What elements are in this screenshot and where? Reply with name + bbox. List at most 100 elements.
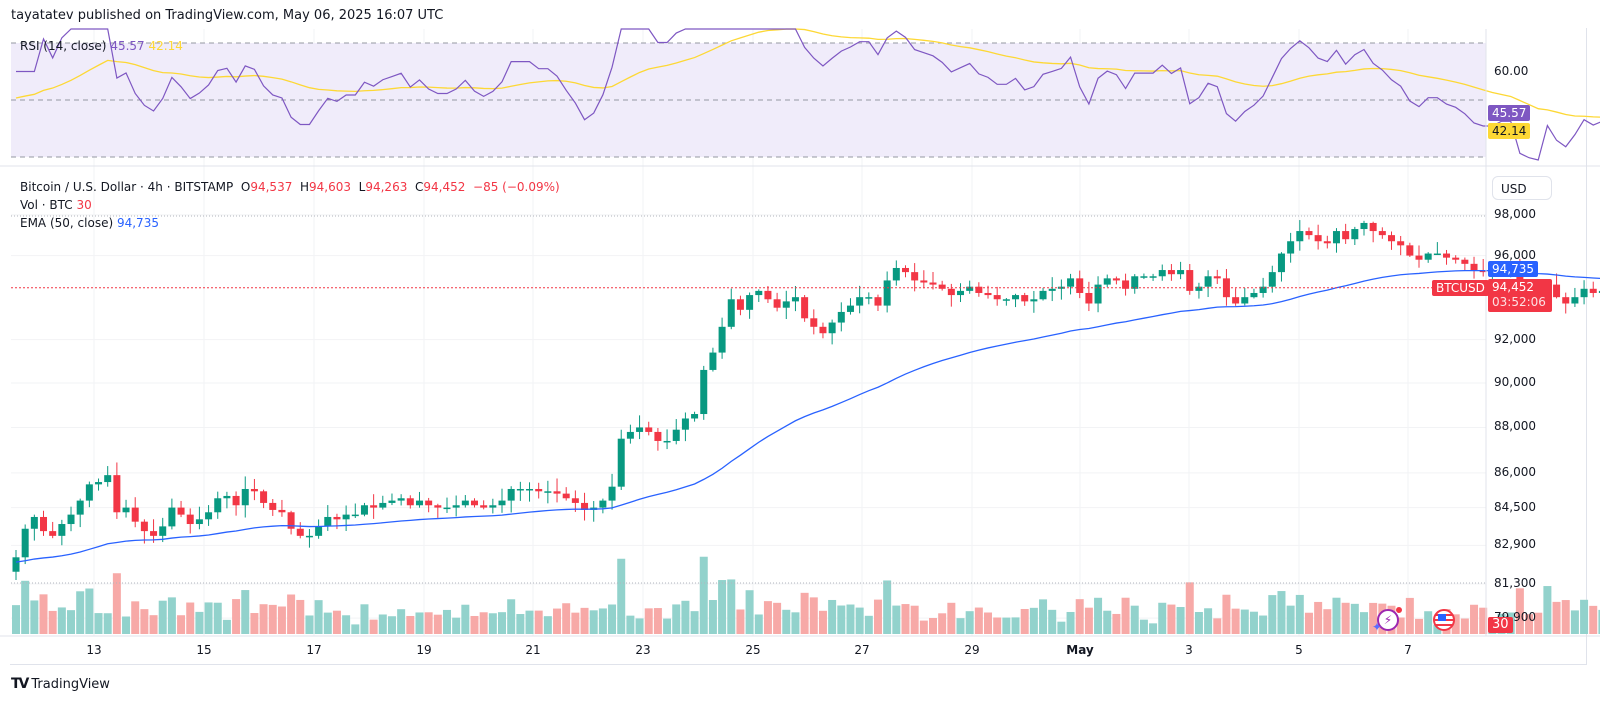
volume-bar bbox=[736, 609, 745, 634]
volume-bar bbox=[424, 612, 433, 634]
high-label: H bbox=[299, 180, 310, 194]
price-axis-label: 90,000 bbox=[1494, 375, 1536, 390]
currency-button[interactable]: USD bbox=[1492, 176, 1552, 200]
volume-bar bbox=[103, 613, 112, 634]
volume-bar bbox=[1066, 611, 1075, 634]
candle-body bbox=[993, 295, 1001, 300]
time-axis-label: 17 bbox=[306, 643, 322, 657]
candle-body bbox=[471, 500, 478, 506]
volume-bar bbox=[1249, 611, 1258, 634]
rsi-ma-line bbox=[15, 28, 1600, 118]
ohlc-row: Bitcoin / U.S. Dollar · 4h · BITSTAMP O 9… bbox=[20, 178, 560, 196]
candle-body bbox=[1580, 288, 1588, 298]
time-axis-label: 19 bbox=[416, 643, 432, 657]
price-axis-label: 81,300 bbox=[1494, 575, 1536, 590]
volume-bar bbox=[965, 611, 974, 634]
volume-bar bbox=[571, 612, 580, 634]
candle-body bbox=[1470, 263, 1478, 271]
candle-body bbox=[892, 267, 900, 281]
volume-bar bbox=[635, 618, 644, 634]
volume-bar bbox=[1167, 604, 1176, 634]
candle-body bbox=[21, 528, 29, 558]
candle-body bbox=[1057, 286, 1065, 289]
candle-body bbox=[379, 502, 387, 508]
candle-body bbox=[947, 288, 955, 296]
price-axis-label: 96,000 bbox=[1494, 247, 1536, 262]
price-axis-label: 84,500 bbox=[1494, 499, 1536, 514]
price-axis-label: 86,000 bbox=[1494, 464, 1536, 479]
volume-bar bbox=[1598, 609, 1600, 634]
candle-body bbox=[489, 505, 497, 508]
volume-bar bbox=[195, 611, 204, 634]
candle-body bbox=[351, 514, 359, 517]
candle-body bbox=[1030, 299, 1038, 302]
candle-body bbox=[1562, 297, 1570, 304]
volume-bar bbox=[479, 612, 488, 634]
bar-countdown: 03:52:06 bbox=[1492, 295, 1546, 309]
candle-body bbox=[1122, 280, 1130, 289]
candle-body bbox=[1222, 278, 1230, 298]
high-value: 94,603 bbox=[309, 180, 352, 194]
volume-bar bbox=[21, 580, 30, 634]
candle-body bbox=[1589, 288, 1597, 293]
volume-bar bbox=[617, 558, 626, 634]
price-axis-label: 82,900 bbox=[1494, 537, 1536, 552]
volume-bar bbox=[791, 612, 800, 634]
candle-body bbox=[700, 369, 708, 415]
open-label: O bbox=[240, 180, 251, 194]
volume-bar bbox=[910, 605, 919, 634]
volume-row: Vol · BTC 30 bbox=[20, 196, 560, 214]
candle-body bbox=[480, 505, 488, 508]
us-flag-event-icon[interactable] bbox=[1433, 609, 1455, 631]
candle-body bbox=[186, 514, 194, 525]
volume-bar bbox=[745, 590, 754, 634]
volume-bar bbox=[929, 617, 937, 634]
candle-body bbox=[159, 526, 167, 536]
volume-bar bbox=[1094, 597, 1103, 634]
rsi-value: 45.57 bbox=[110, 39, 145, 53]
candle-body bbox=[1360, 222, 1368, 230]
candle-body bbox=[1369, 222, 1377, 232]
candle-body bbox=[250, 488, 258, 492]
volume-bar bbox=[452, 617, 461, 634]
volume-bar bbox=[1451, 614, 1460, 634]
volume-bar bbox=[773, 602, 782, 634]
symbol-title[interactable]: Bitcoin / U.S. Dollar · 4h · BITSTAMP bbox=[20, 180, 234, 194]
volume-bar bbox=[39, 594, 48, 634]
volume-bar bbox=[956, 618, 965, 634]
time-axis-label: May bbox=[1066, 643, 1094, 657]
volume-bar bbox=[1341, 602, 1350, 634]
tradingview-logo-icon: TV bbox=[11, 676, 29, 692]
volume-bar bbox=[287, 594, 296, 634]
volume-bar bbox=[883, 580, 892, 634]
tradingview-brand[interactable]: TV TradingView bbox=[11, 676, 110, 692]
volume-bar bbox=[1048, 609, 1057, 634]
time-axis-label: 5 bbox=[1295, 643, 1303, 657]
candle-body bbox=[617, 438, 625, 487]
candle-body bbox=[76, 500, 84, 515]
candle-body bbox=[727, 299, 735, 327]
volume-bar bbox=[442, 609, 451, 634]
volume-bar bbox=[186, 602, 195, 634]
candle-body bbox=[85, 484, 93, 501]
volume-bar bbox=[1213, 618, 1222, 634]
lightning-news-icon[interactable]: ⚡ bbox=[1377, 609, 1399, 631]
volume-bar bbox=[553, 608, 562, 634]
rsi-axis-60: 60.00 bbox=[1494, 64, 1529, 78]
volume-bar bbox=[1103, 610, 1112, 634]
volume-bar bbox=[498, 612, 507, 634]
volume-bar bbox=[1286, 605, 1295, 634]
candle-body bbox=[131, 507, 139, 522]
candle-body bbox=[1332, 231, 1340, 244]
volume-bar bbox=[864, 615, 873, 634]
last-price-tag: 94,452 03:52:06 bbox=[1488, 279, 1552, 312]
candle-body bbox=[333, 516, 341, 520]
rsi-ma-tag: 42.14 bbox=[1488, 123, 1531, 139]
brand-text: TradingView bbox=[31, 676, 110, 692]
volume-bar bbox=[580, 607, 589, 634]
volume-bar bbox=[681, 600, 690, 634]
chart-frame bbox=[10, 28, 1587, 665]
candle-body bbox=[1598, 290, 1600, 293]
volume-bar bbox=[204, 602, 213, 634]
